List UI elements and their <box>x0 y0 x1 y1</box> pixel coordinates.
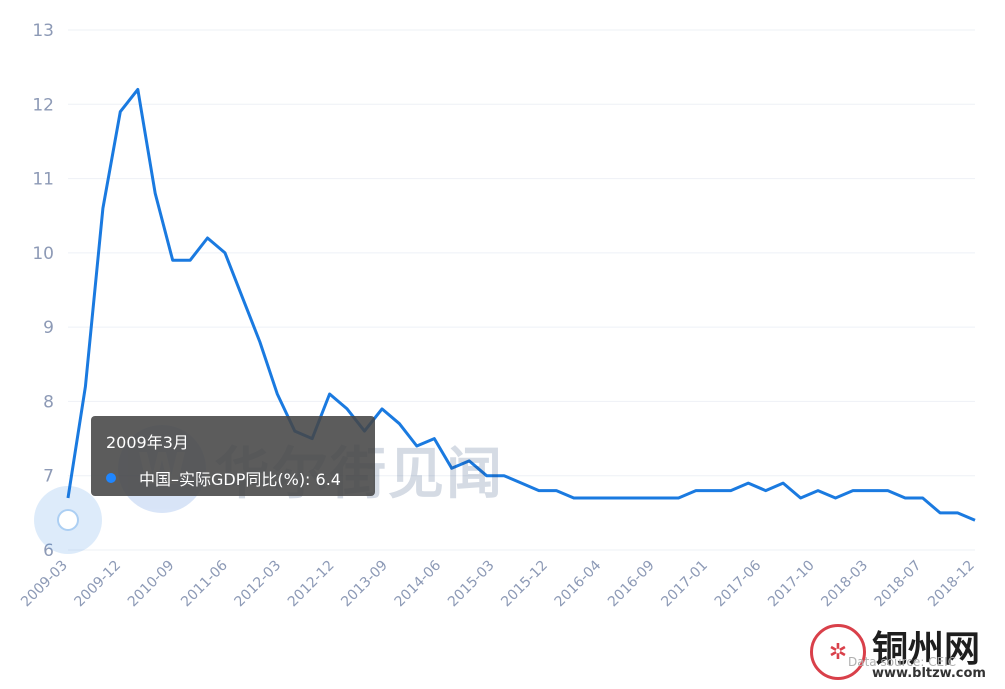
data-point[interactable] <box>587 494 595 502</box>
data-point[interactable] <box>954 509 962 517</box>
data-point[interactable] <box>831 494 839 502</box>
chart-tooltip: 2009年3月 中国–实际GDP同比(%): 6.4 <box>91 416 375 496</box>
data-point[interactable] <box>256 338 264 346</box>
data-point[interactable] <box>221 249 229 257</box>
data-point[interactable] <box>378 405 386 413</box>
tooltip-row: 中国–实际GDP同比(%): 6.4 <box>106 466 360 490</box>
data-point[interactable] <box>518 479 526 487</box>
data-point[interactable] <box>727 487 735 495</box>
tooltip-title: 2009年3月 <box>106 433 189 452</box>
data-point[interactable] <box>99 204 107 212</box>
data-point[interactable] <box>151 189 159 197</box>
data-point[interactable] <box>116 108 124 116</box>
data-point[interactable] <box>709 487 717 495</box>
data-point[interactable] <box>326 390 334 398</box>
x-tick-label: 2015-12 <box>498 558 551 611</box>
data-point[interactable] <box>134 85 142 93</box>
data-point[interactable] <box>674 494 682 502</box>
x-tick-label: 2018-12 <box>925 558 978 611</box>
x-tick-label: 2012-03 <box>232 558 285 611</box>
emblem-icon: ✲ <box>810 624 866 680</box>
site-logo[interactable]: ✲ 铜州网 www.bltzw.com <box>808 620 998 686</box>
data-point[interactable] <box>238 293 246 301</box>
data-point[interactable] <box>640 494 648 502</box>
data-point[interactable] <box>343 405 351 413</box>
x-tick-label: 2017-01 <box>658 558 711 611</box>
x-tick-label: 2011-06 <box>178 557 231 610</box>
data-point[interactable] <box>692 487 700 495</box>
data-point[interactable] <box>936 509 944 517</box>
y-tick-label: 7 <box>43 467 54 487</box>
y-tick-label: 13 <box>32 21 54 41</box>
data-point[interactable] <box>81 383 89 391</box>
data-point[interactable] <box>744 479 752 487</box>
data-point[interactable] <box>797 494 805 502</box>
data-point[interactable] <box>866 487 874 495</box>
x-tick-label: 2017-06 <box>712 557 765 610</box>
x-axis-tick-labels: 2009-03 2009-12 2010-09 2011-06 2012-03 2012-… <box>18 557 978 610</box>
data-point[interactable] <box>762 487 770 495</box>
x-tick-label: 2009-12 <box>72 558 125 611</box>
data-point[interactable] <box>273 390 281 398</box>
data-point[interactable] <box>657 494 665 502</box>
series-line <box>66 87 976 522</box>
data-point[interactable] <box>971 516 979 524</box>
data-point[interactable] <box>849 487 857 495</box>
x-tick-label: 2016-09 <box>605 558 658 611</box>
x-tick-label: 2009-03 <box>18 558 71 611</box>
x-tick-label: 2018-03 <box>818 558 871 611</box>
data-point[interactable] <box>186 256 194 264</box>
data-point[interactable] <box>169 256 177 264</box>
data-point[interactable] <box>605 494 613 502</box>
data-point[interactable] <box>779 479 787 487</box>
logo-url: www.bltzw.com <box>872 666 986 681</box>
data-point[interactable] <box>552 487 560 495</box>
x-tick-label: 2013-09 <box>338 558 391 611</box>
x-tick-label: 2015-03 <box>445 558 498 611</box>
y-axis-tick-labels: 6 7 8 9 10 11 12 13 <box>32 21 54 561</box>
logo-name: 铜州网 <box>872 628 981 670</box>
x-tick-label: 2018-07 <box>872 558 925 611</box>
x-tick-label: 2012-12 <box>285 558 338 611</box>
y-tick-label: 9 <box>43 318 54 338</box>
data-point[interactable] <box>204 234 212 242</box>
x-tick-label: 2017-10 <box>765 558 818 611</box>
y-tick-label: 11 <box>32 170 54 190</box>
series-dot-icon <box>106 473 116 483</box>
x-tick-label: 2016-04 <box>552 557 605 610</box>
data-point[interactable] <box>570 494 578 502</box>
hover-point-marker[interactable] <box>59 511 77 529</box>
data-point[interactable] <box>535 487 543 495</box>
y-tick-label: 8 <box>43 392 54 412</box>
data-point[interactable] <box>622 494 630 502</box>
data-point[interactable] <box>901 494 909 502</box>
tooltip-value: 中国–实际GDP同比(%): 6.4 <box>139 470 341 489</box>
data-point[interactable] <box>814 487 822 495</box>
data-point[interactable] <box>919 494 927 502</box>
x-tick-label: 2014-06 <box>392 557 445 610</box>
x-tick-label: 2010-09 <box>125 558 178 611</box>
y-tick-label: 6 <box>43 541 54 561</box>
y-tick-label: 10 <box>32 244 54 264</box>
data-source-label: Data source: CEIC <box>848 655 957 669</box>
data-point[interactable] <box>884 487 892 495</box>
series-layer <box>66 85 979 524</box>
y-tick-label: 12 <box>32 95 54 115</box>
